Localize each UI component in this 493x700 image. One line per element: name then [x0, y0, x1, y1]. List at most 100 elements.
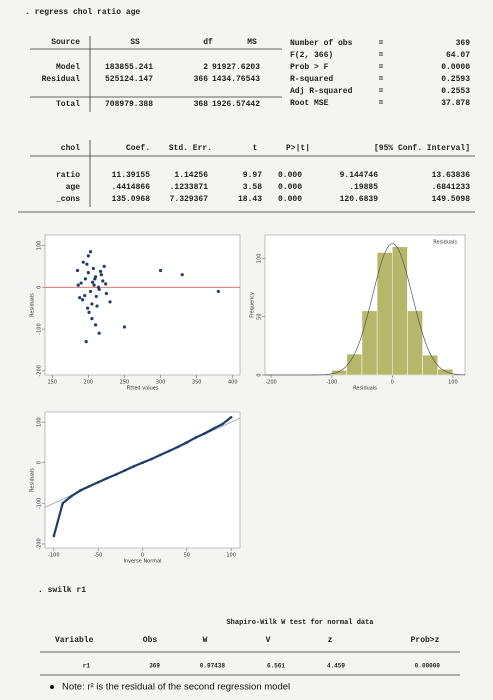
table-cell: 4.459 — [327, 663, 345, 670]
point — [61, 502, 65, 505]
table-cell: r1 — [83, 663, 91, 670]
table-cell: .1233871 — [170, 183, 209, 192]
point — [104, 282, 108, 286]
x-tick-label: 100 — [448, 380, 458, 386]
x-tick-label: -50 — [94, 553, 102, 559]
point — [52, 534, 56, 538]
point — [123, 469, 127, 472]
table-cell: 3.58 — [243, 183, 262, 192]
point — [101, 279, 105, 283]
y-axis-label: Residuals — [30, 293, 36, 317]
table-cell: 6.561 — [267, 663, 285, 670]
x-tick-label: 400 — [228, 380, 238, 386]
bar — [392, 246, 408, 376]
x-tick-label: 200 — [84, 380, 94, 386]
point — [93, 277, 97, 281]
normal-curve — [265, 243, 465, 376]
table-cell: 7.329367 — [170, 195, 209, 204]
table-cell: 9.144746 — [340, 171, 379, 180]
command: . regress chol ratio age — [25, 8, 140, 17]
point — [84, 339, 88, 344]
point — [91, 266, 95, 271]
point — [104, 291, 108, 296]
point — [90, 316, 94, 321]
table-cell: 18.43 — [238, 195, 262, 204]
stat-label: R-squared — [290, 75, 333, 84]
bar — [376, 252, 393, 376]
y-tick-label: 100 — [37, 241, 43, 251]
table-header: SS — [130, 38, 140, 47]
table-header: Std. Err. — [169, 144, 212, 153]
y-tick-label: 0 — [37, 286, 43, 289]
point — [79, 489, 82, 492]
stat-eq: = — [379, 63, 384, 72]
x-tick-label: 50 — [184, 553, 190, 559]
point — [176, 445, 180, 449]
table-cell: age — [66, 183, 81, 192]
point — [81, 260, 85, 264]
stat-label: F(2, 366) — [290, 51, 333, 60]
point — [122, 325, 127, 329]
stat-eq: = — [379, 39, 384, 48]
stat-value: 64.07 — [446, 51, 470, 60]
table-cell: 0.000 — [278, 171, 302, 180]
point — [105, 476, 109, 480]
point — [79, 281, 83, 285]
x-tick-label: -100 — [326, 380, 337, 386]
table-cell: 0.000 — [278, 195, 302, 204]
bar — [346, 353, 363, 376]
table-cell: _cons — [55, 195, 80, 204]
x-tick-label: 350 — [192, 380, 202, 386]
point — [91, 280, 95, 284]
table-cell: 13.63836 — [432, 171, 471, 180]
table-cell: 183855.241 — [105, 63, 153, 72]
stat-label: Root MSE — [290, 99, 329, 108]
point — [212, 427, 215, 430]
table-header: P>|t| — [286, 144, 310, 153]
point — [95, 304, 99, 308]
point — [132, 465, 135, 468]
note: Note: r² is the residual of the second r… — [62, 682, 290, 693]
table-header: MS — [247, 38, 257, 47]
point — [90, 302, 94, 306]
point — [96, 285, 101, 289]
point — [220, 422, 224, 426]
point — [70, 494, 73, 498]
y-tick-label: 100 — [37, 417, 43, 427]
table-cell: 2 — [203, 63, 208, 72]
y-tick-label: -100 — [37, 498, 43, 509]
plot-area — [44, 234, 241, 376]
table-cell: 0.00000 — [415, 663, 441, 670]
stat-eq: = — [379, 75, 384, 84]
y-axis-label: Frequency — [250, 292, 256, 318]
plot-title: Residuals — [433, 240, 457, 246]
point — [85, 262, 89, 266]
swilk-command: . swilk r1 — [38, 586, 86, 595]
point — [150, 457, 153, 461]
y-tick-label: 100 — [257, 254, 263, 264]
point — [94, 294, 98, 299]
table-header: V — [266, 636, 271, 645]
table-cell: 149.5098 — [432, 195, 471, 204]
point — [167, 449, 171, 453]
point — [99, 269, 103, 273]
point — [86, 254, 90, 258]
stat-eq: = — [379, 51, 384, 60]
table-cell: Residual — [42, 75, 81, 84]
point — [102, 264, 106, 268]
table-cell: 525124.147 — [105, 75, 153, 84]
stat-value: 0.0000 — [441, 63, 470, 72]
table-cell: 1434.76543 — [212, 75, 260, 84]
table-header: Prob>z — [411, 636, 440, 645]
y-tick-label: 0 — [37, 461, 43, 464]
point — [92, 283, 96, 287]
point — [93, 323, 98, 327]
table-header: t — [253, 144, 258, 153]
table-cell: 135.0968 — [112, 195, 151, 204]
y-axis-label: Residuals — [30, 468, 36, 492]
table-header: chol — [61, 144, 80, 153]
x-tick-label: 300 — [156, 380, 166, 386]
table-cell: .19885 — [349, 183, 378, 192]
x-tick-label: 250 — [120, 380, 130, 386]
point — [88, 484, 91, 488]
